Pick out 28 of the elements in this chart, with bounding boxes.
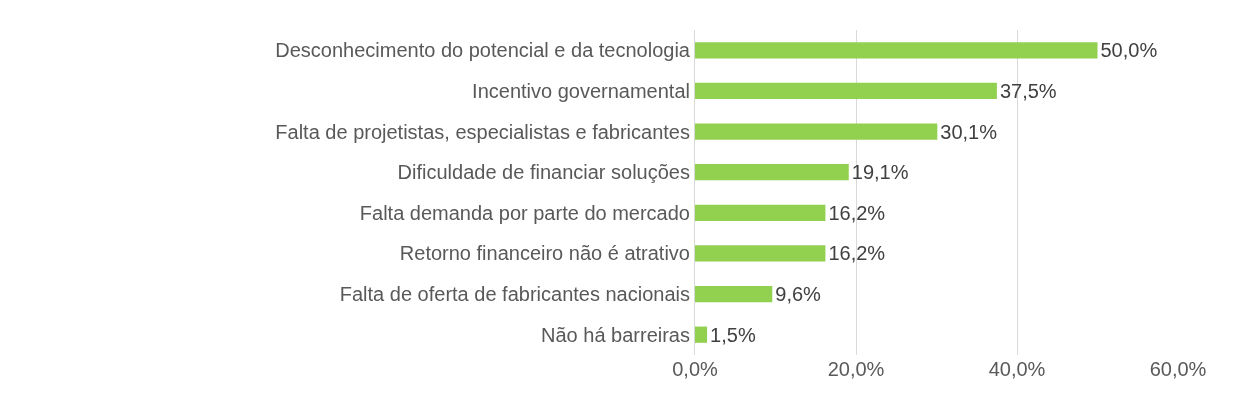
x-tick-label: 0,0% xyxy=(672,358,719,380)
bar xyxy=(695,204,826,221)
y-tick-label: Falta de projetistas, especialistas e fabricantes xyxy=(275,120,690,143)
data-label: 9,6% xyxy=(775,283,822,306)
y-tick-label: Incentivo governamental xyxy=(472,79,690,102)
y-tick-label: Não há barreiras xyxy=(541,323,690,346)
x-tick-label: 60,0% xyxy=(1149,358,1207,380)
y-tick-label: Dificuldade de financiar soluções xyxy=(397,161,690,184)
y-tick-label: Retorno financeiro não é atrativo xyxy=(399,242,690,265)
data-label: 37,5% xyxy=(999,79,1057,102)
x-tick-label: 20,0% xyxy=(827,358,885,380)
bar xyxy=(695,285,773,303)
bar xyxy=(695,326,708,343)
data-label: 19,1% xyxy=(851,161,909,184)
bar xyxy=(695,245,826,262)
bar xyxy=(695,42,1098,59)
bar xyxy=(695,123,938,140)
y-tick-label: Falta demanda por parte do mercado xyxy=(359,201,690,224)
y-tick-label: Desconhecimento do potencial e da tecnologia xyxy=(275,39,691,62)
bar xyxy=(695,164,849,181)
data-label: 50,0% xyxy=(1100,39,1158,62)
data-label: 30,1% xyxy=(940,120,998,143)
data-label: 16,2% xyxy=(828,242,886,265)
data-label: 16,2% xyxy=(828,201,886,224)
bar xyxy=(695,82,997,100)
x-tick-label: 40,0% xyxy=(988,358,1046,380)
data-label: 1,5% xyxy=(710,323,756,346)
y-tick-label: Falta de oferta de fabricantes nacionais xyxy=(339,283,690,306)
